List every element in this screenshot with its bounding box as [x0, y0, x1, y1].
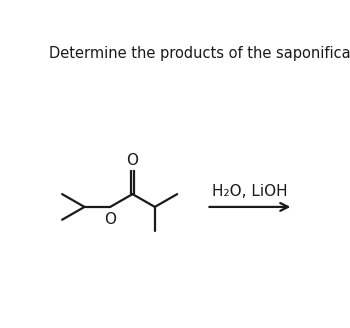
Text: Determine the products of the saponification reaction.: Determine the products of the saponifica… — [49, 46, 350, 61]
Text: H₂O, LiOH: H₂O, LiOH — [212, 184, 288, 199]
Text: O: O — [104, 212, 116, 227]
Text: O: O — [126, 154, 139, 168]
